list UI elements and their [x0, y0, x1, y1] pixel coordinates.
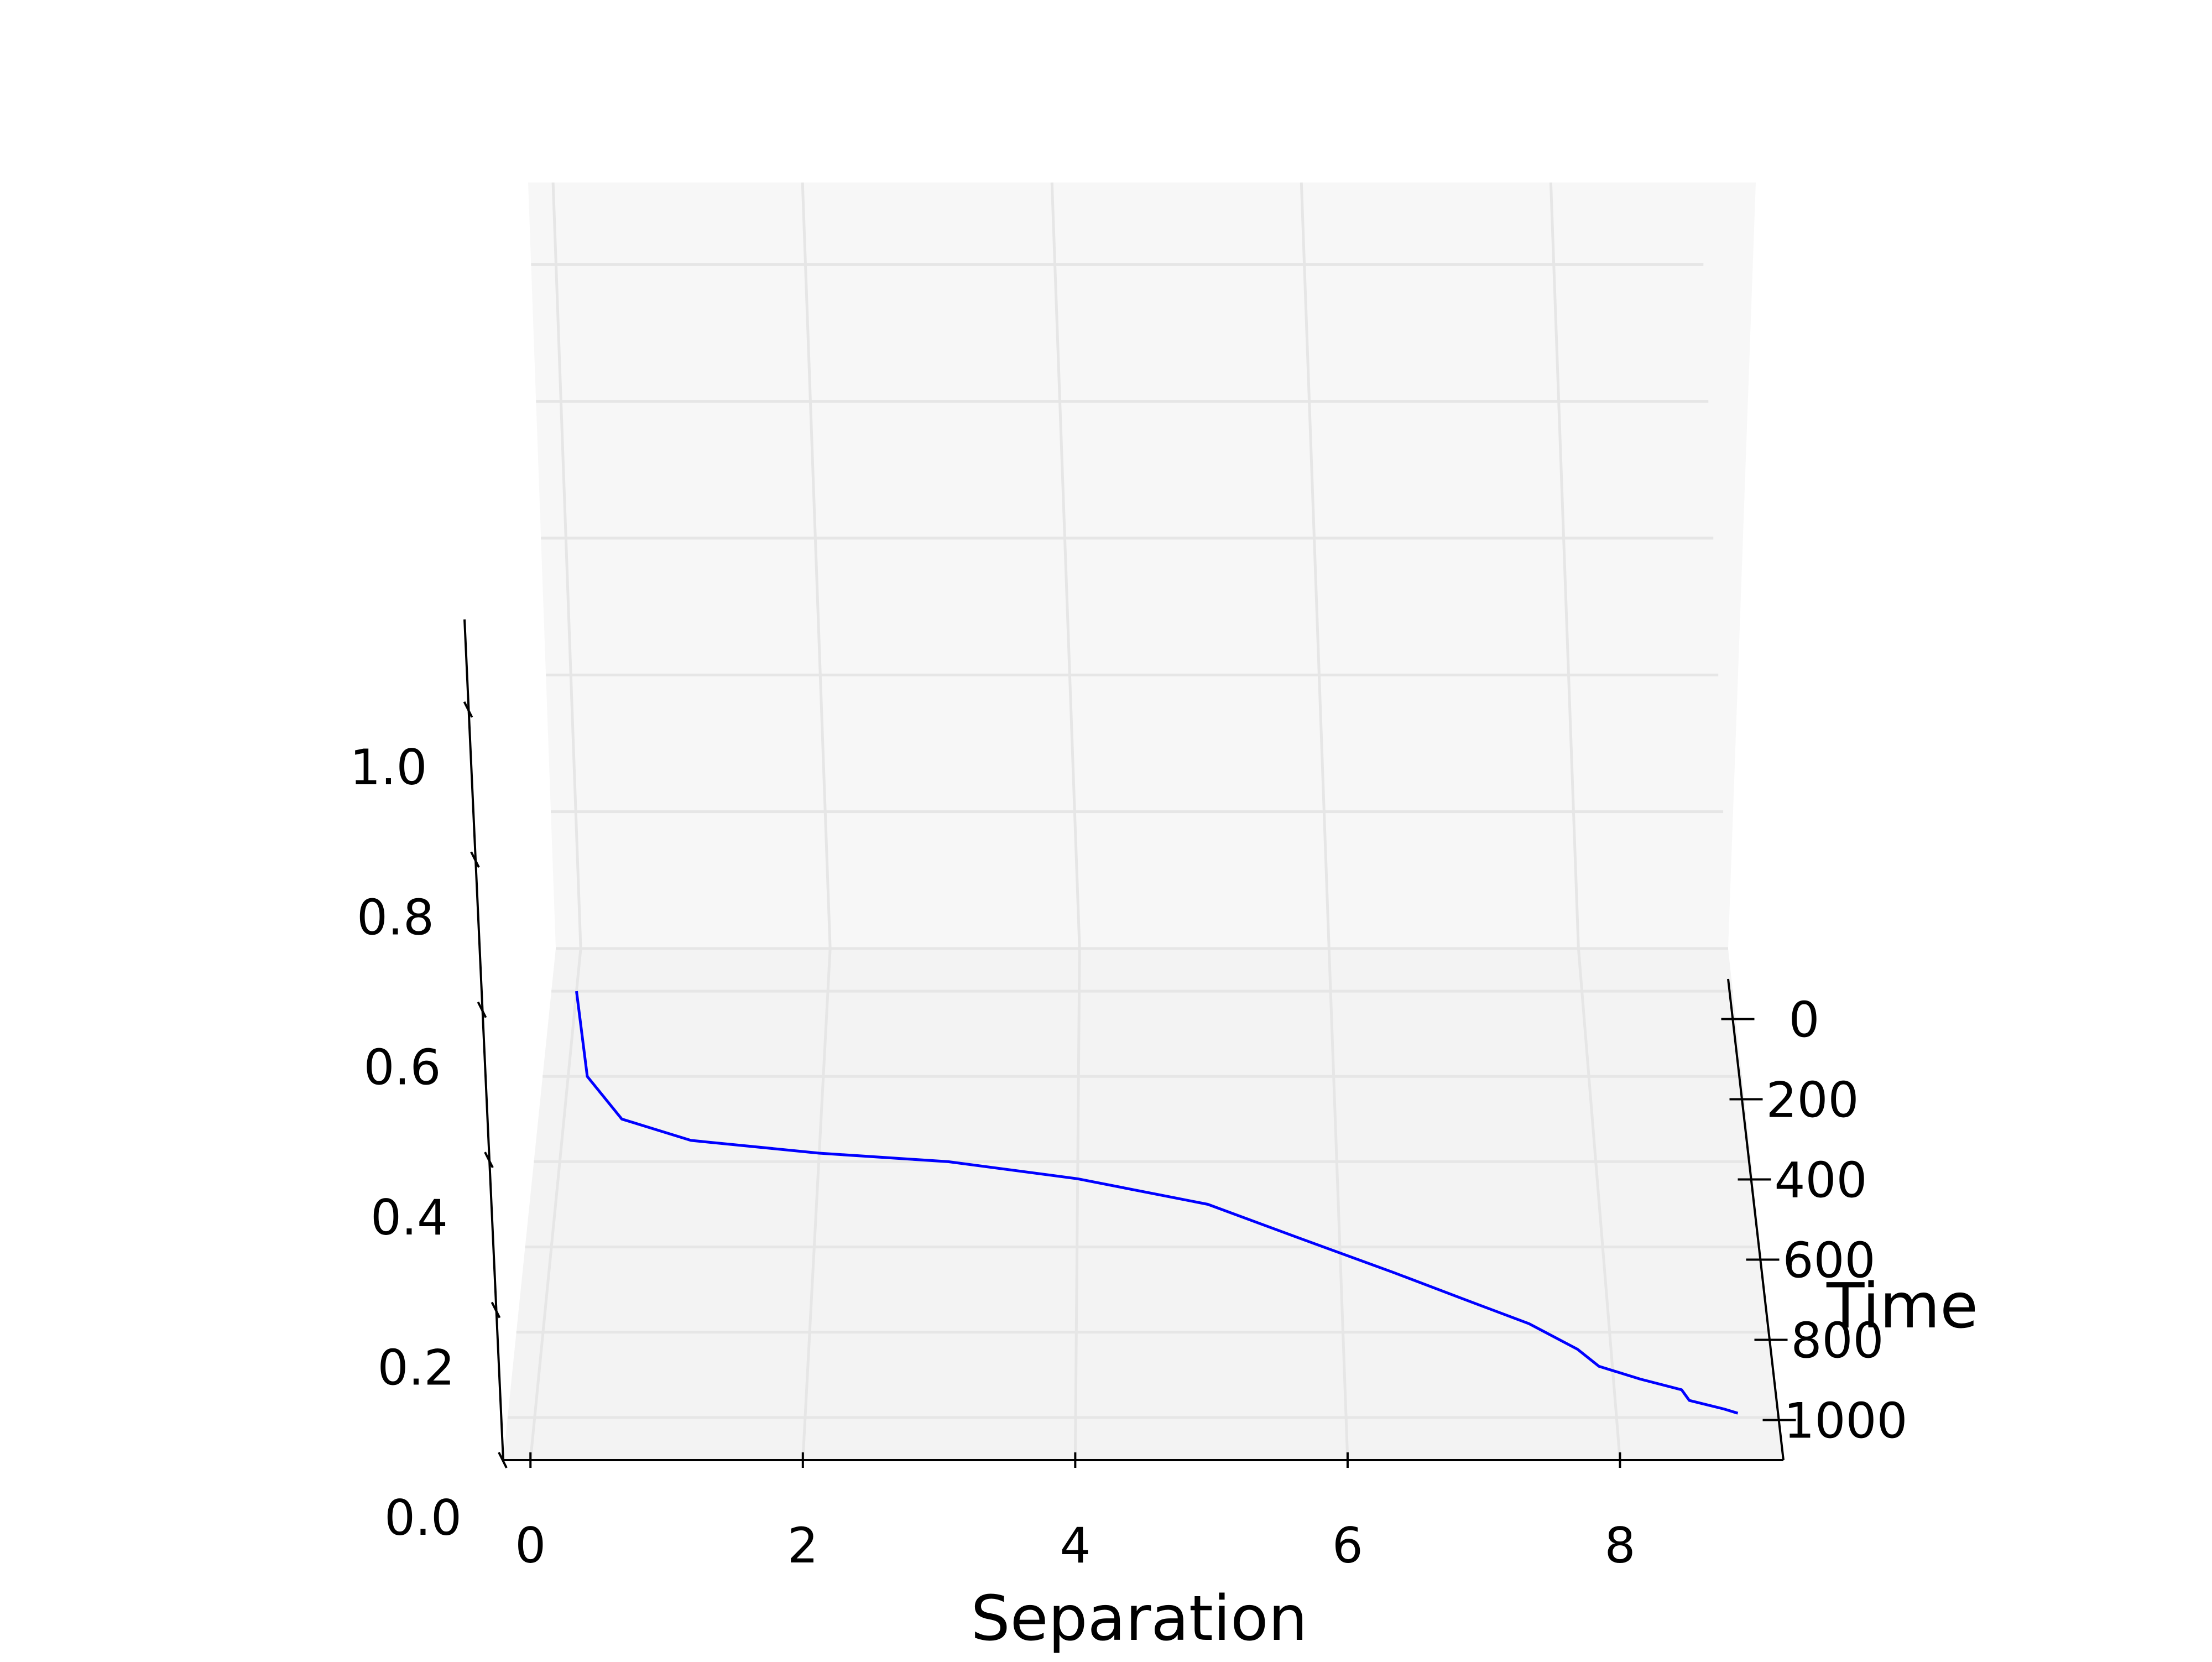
z-tick-label-0: 0.0	[384, 1489, 462, 1546]
z-tick-label-3: 0.6	[364, 1039, 441, 1096]
z-axis-line	[463, 619, 504, 1461]
z-tick-4	[470, 851, 480, 868]
z-tick-label-4: 0.8	[357, 889, 434, 946]
x-grid-wall-0	[551, 182, 582, 949]
y-tick-label-2: 400	[1775, 1152, 1867, 1209]
z-tick-label-2: 0.4	[371, 1189, 448, 1246]
x-grid-wall-3	[1300, 182, 1331, 949]
tick-labels: 0 2 4 6 8 0 200 400 600 800 1000 0.0 0.2 0.4 0.6 0.8 1.0	[350, 739, 1908, 1574]
tick-marks	[463, 701, 1796, 1468]
series-line-0	[575, 991, 1739, 1415]
floor-pane	[503, 949, 1783, 1460]
x-axis-label: Separation	[971, 1583, 1308, 1655]
axes-lines	[463, 619, 1785, 1461]
x-tick-label-3: 6	[1332, 1517, 1363, 1574]
x-grid-floor-2	[1073, 948, 1081, 1461]
grid-lines	[507, 182, 1779, 1461]
y-tick-label-1: 200	[1766, 1072, 1859, 1129]
series-lines	[575, 991, 1739, 1415]
x-grid-floor-3	[1327, 948, 1349, 1461]
x-grid-floor-4	[1577, 948, 1621, 1461]
z-tick-3	[477, 1001, 487, 1018]
x-grid-wall-1	[801, 182, 832, 949]
x-grid-floor-0	[529, 948, 582, 1461]
z-tick-label-1: 0.2	[378, 1340, 455, 1397]
y-tick-label-0: 0	[1789, 992, 1820, 1049]
z-tick-0	[498, 1452, 508, 1468]
y-tick-label-4: 800	[1791, 1312, 1884, 1369]
x-tick-label-0: 0	[515, 1517, 546, 1574]
z-tick-2	[484, 1152, 494, 1169]
x-grid-wall-2	[1050, 182, 1081, 949]
x-grid-wall-4	[1549, 182, 1580, 949]
z-tick-1	[491, 1301, 501, 1319]
back-wall-pane	[528, 183, 1756, 949]
x-tick-label-1: 2	[787, 1517, 818, 1574]
y-tick-label-3: 600	[1783, 1232, 1876, 1289]
x-tick-label-4: 8	[1604, 1517, 1635, 1574]
y-axis-line	[1727, 978, 1785, 1461]
z-tick-5	[463, 701, 473, 718]
z-tick-label-5: 1.0	[350, 739, 427, 796]
x-grid-floor-1	[801, 948, 832, 1461]
y-axis-label: Time	[1826, 1270, 1978, 1342]
y-tick-label-5: 1000	[1784, 1393, 1908, 1450]
x-tick-label-2: 4	[1060, 1517, 1091, 1574]
